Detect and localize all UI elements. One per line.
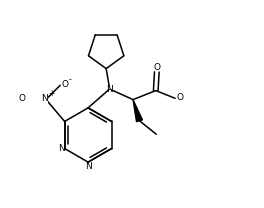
Text: +: + <box>49 89 55 98</box>
Text: N: N <box>58 144 65 152</box>
Text: N: N <box>85 162 92 171</box>
Text: N: N <box>106 85 113 94</box>
Text: -: - <box>69 76 71 85</box>
Text: N: N <box>41 94 48 103</box>
Text: O: O <box>61 80 68 89</box>
Text: O: O <box>19 94 26 103</box>
Polygon shape <box>133 100 143 122</box>
Text: O: O <box>176 93 183 102</box>
Text: O: O <box>153 63 160 72</box>
